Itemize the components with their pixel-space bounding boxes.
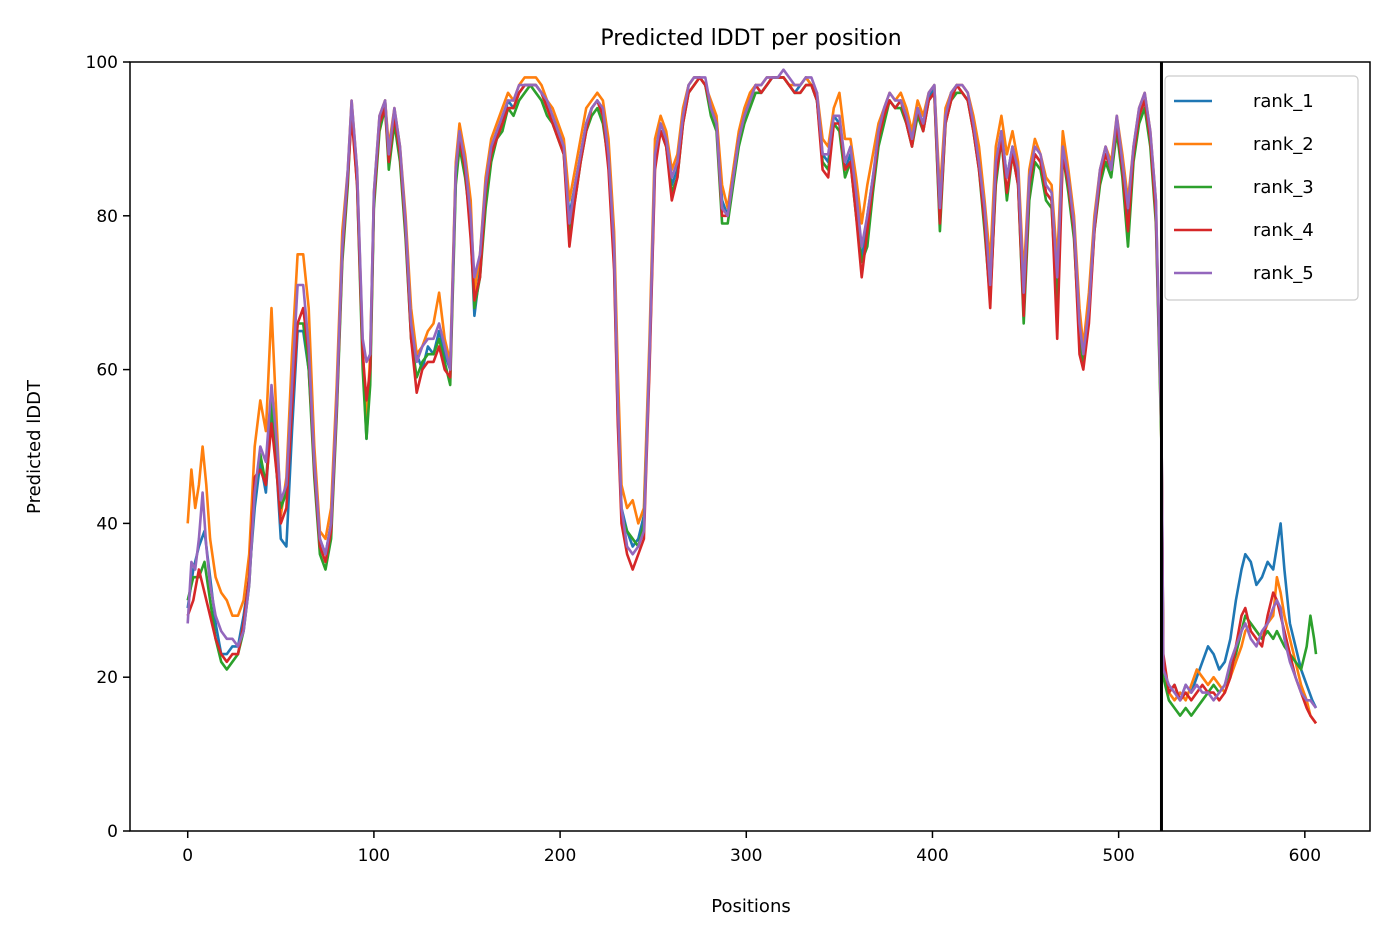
y-tick-label: 80 <box>96 207 118 227</box>
x-tick-label: 100 <box>358 846 390 866</box>
y-tick-label: 60 <box>96 361 118 381</box>
x-tick-label: 0 <box>182 846 193 866</box>
legend-label-rank_1: rank_1 <box>1253 91 1314 112</box>
x-tick-label: 400 <box>916 846 948 866</box>
chart-title: Predicted lDDT per position <box>600 26 901 51</box>
x-tick-label: 300 <box>730 846 762 866</box>
legend: rank_1 rank_2 rank_3 rank_4 rank_5 <box>1164 75 1359 301</box>
legend-label-rank_2: rank_2 <box>1253 134 1314 155</box>
plot-area-frame <box>129 61 1371 832</box>
legend-label-rank_4: rank_4 <box>1253 220 1314 241</box>
x-tick-label: 200 <box>544 846 576 866</box>
y-tick-label: 0 <box>107 822 118 842</box>
legend-label-rank_3: rank_3 <box>1253 177 1314 198</box>
x-axis-title: Positions <box>711 896 790 917</box>
x-tick-label: 600 <box>1289 846 1321 866</box>
y-axis-ticks: 0 20 40 60 80 100 <box>86 53 130 842</box>
series-line-rank_5 <box>186 68 1318 709</box>
x-axis-ticks: 0 100 200 300 400 500 600 <box>182 831 1321 866</box>
x-tick-label: 500 <box>1102 846 1134 866</box>
y-tick-label: 40 <box>96 514 118 534</box>
y-axis-title: Predicted lDDT <box>24 379 45 514</box>
legend-label-rank_5: rank_5 <box>1253 263 1314 284</box>
legend-box <box>1164 75 1359 301</box>
y-tick-label: 20 <box>96 668 118 688</box>
y-tick-label: 100 <box>86 53 118 73</box>
plot-lines <box>186 68 1318 725</box>
